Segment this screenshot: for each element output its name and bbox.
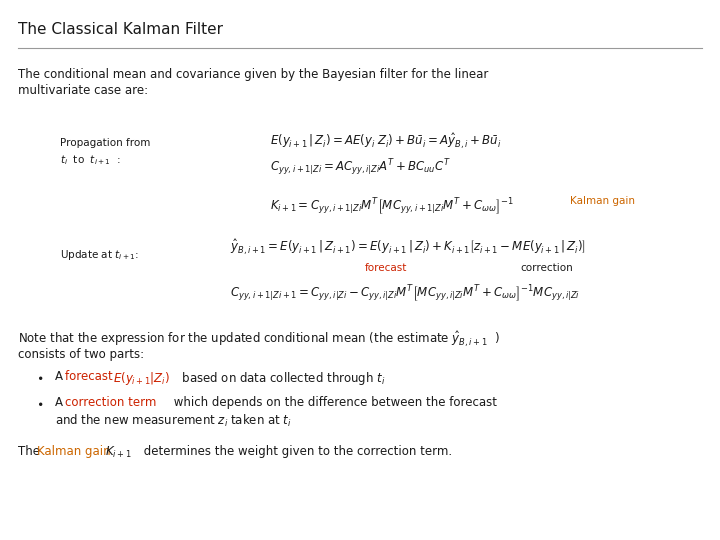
Text: The: The — [18, 445, 44, 458]
Text: $t_i$  to  $t_{i+1}$  :: $t_i$ to $t_{i+1}$ : — [60, 153, 121, 167]
Text: determines the weight given to the correction term.: determines the weight given to the corre… — [140, 445, 452, 458]
Text: Propagation from: Propagation from — [60, 138, 150, 148]
Text: A: A — [55, 396, 67, 409]
Text: The conditional mean and covariance given by the Bayesian filter for the linear: The conditional mean and covariance give… — [18, 68, 488, 81]
Text: $C_{yy,i+1|Zi} = AC_{yy,i|Zi}A^T + BC_{uu}C^T$: $C_{yy,i+1|Zi} = AC_{yy,i|Zi}A^T + BC_{u… — [270, 157, 451, 178]
Text: forecast: forecast — [365, 263, 408, 273]
Text: Kalman gain: Kalman gain — [570, 196, 635, 206]
Text: $C_{yy,i+1|Zi+1} = C_{yy,i|Zi} - C_{yy,i|Zi}M^T\left[MC_{yy,i|Zi}M^T + C_{\omega: $C_{yy,i+1|Zi+1} = C_{yy,i|Zi} - C_{yy,i… — [230, 283, 580, 303]
Text: $E(y_{i+1}\,|\,Z_i) = AE(y_i\;Z_i) + B\bar{u}_i = A\hat{y}_{B,i} + B\bar{u}_i$: $E(y_{i+1}\,|\,Z_i) = AE(y_i\;Z_i) + B\b… — [270, 132, 502, 151]
Text: $\bullet$: $\bullet$ — [36, 396, 43, 409]
Text: Note that the expression for the updated conditional mean (the estimate $\hat{y}: Note that the expression for the updated… — [18, 330, 500, 349]
Text: based on data collected through $t_i$: based on data collected through $t_i$ — [178, 370, 385, 387]
Text: forecast: forecast — [65, 370, 117, 383]
Text: consists of two parts:: consists of two parts: — [18, 348, 144, 361]
Text: The Classical Kalman Filter: The Classical Kalman Filter — [18, 22, 223, 37]
Text: $\bullet$: $\bullet$ — [36, 370, 43, 383]
Text: and the new measurement $z_i$ taken at $t_i$: and the new measurement $z_i$ taken at $… — [55, 413, 292, 429]
Text: Kalman gain: Kalman gain — [37, 445, 114, 458]
Text: $\hat{y}_{B,i+1} = E(y_{i+1}\,|\,Z_{i+1}) = E(y_{i+1}\,|\,Z_i) + K_{i+1}\left[z_: $\hat{y}_{B,i+1} = E(y_{i+1}\,|\,Z_{i+1}… — [230, 238, 586, 257]
Text: A: A — [55, 370, 67, 383]
Text: correction: correction — [520, 263, 572, 273]
Text: $K_{i+1} = C_{yy,i+1|Zi}M^T\left[MC_{yy,i+1|Zi}M^T + C_{\omega\omega}\right]^{-1: $K_{i+1} = C_{yy,i+1|Zi}M^T\left[MC_{yy,… — [270, 196, 514, 217]
Text: which depends on the difference between the forecast: which depends on the difference between … — [170, 396, 497, 409]
Text: $E(y_{i+1}|Z_i)$: $E(y_{i+1}|Z_i)$ — [113, 370, 170, 387]
Text: multivariate case are:: multivariate case are: — [18, 84, 148, 97]
Text: $K_{i+1}$: $K_{i+1}$ — [105, 445, 132, 460]
Text: correction term: correction term — [65, 396, 156, 409]
Text: Update at $t_{i+1}$:: Update at $t_{i+1}$: — [60, 248, 139, 262]
